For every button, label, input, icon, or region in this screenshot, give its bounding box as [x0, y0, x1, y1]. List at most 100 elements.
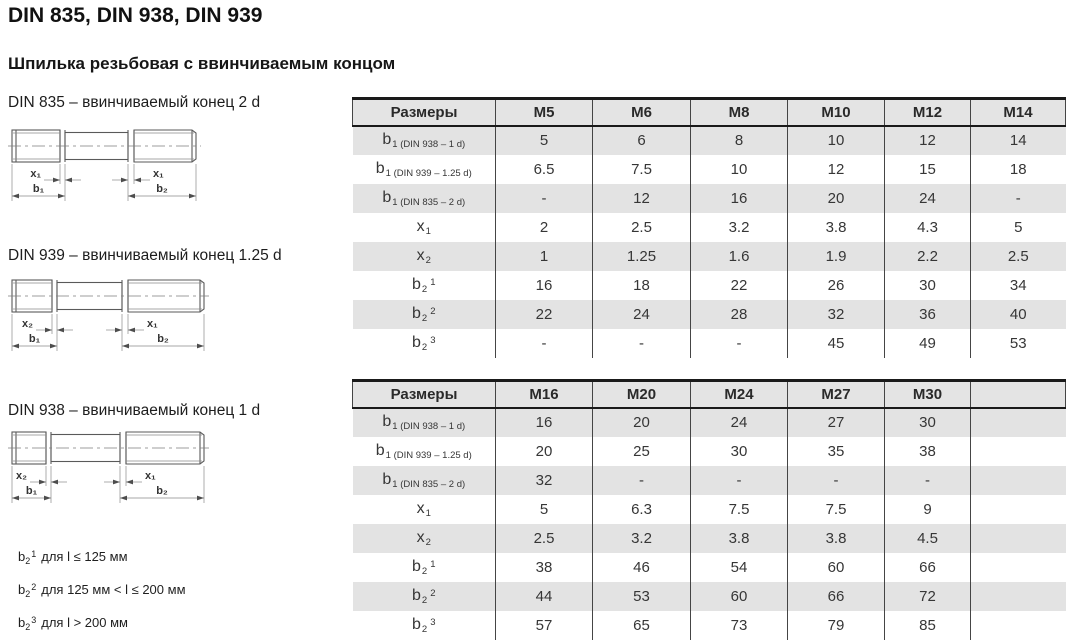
value-cell: 22 — [690, 270, 788, 300]
value-cell: - — [495, 328, 593, 358]
dimension-arrow — [50, 343, 57, 349]
table-row: b21 38 46 54 60 66 — [353, 552, 1066, 582]
value-cell: 7.5 — [787, 494, 885, 524]
header-m5: M5 — [495, 97, 593, 127]
value-cell: - — [592, 328, 691, 358]
value-cell: 16 — [690, 183, 788, 213]
row-label: b1 (DIN 939 – 1.25 d) — [375, 159, 472, 179]
value-cell: 79 — [787, 610, 885, 640]
value-cell: 20 — [592, 407, 691, 437]
table-row: b23- - -45 49 53 — [353, 328, 1066, 358]
dim-label-b2: b₂ — [156, 183, 168, 195]
table-row: x1 5 6.3 7.5 7.5 9 — [353, 494, 1066, 524]
header-m27: M27 — [787, 379, 885, 409]
value-cell: 10 — [787, 125, 885, 155]
value-cell — [970, 407, 1066, 437]
table-row: b1 (DIN 835 – 2 d) -12 16 20 24- — [352, 183, 1066, 213]
value-cell: 7.5 — [690, 494, 788, 524]
value-cell — [970, 494, 1066, 524]
dimension-arrow — [113, 479, 120, 485]
table-row: b22 22 24 28 32 36 40 — [352, 299, 1066, 329]
header-m20: M20 — [592, 379, 691, 409]
size-table-m5-m14: Размеры M5 M6 M8 M10 M12 M14 b1 (DIN 938 – 1 d)… — [352, 97, 1066, 358]
value-cell: 38 — [884, 436, 971, 466]
value-cell: 20 — [787, 183, 885, 213]
value-cell: 32 — [495, 465, 593, 495]
drawing-caption-din938: DIN 938 – ввинчиваемый конец 1 d — [8, 402, 261, 419]
row-label: b1 (DIN 938 – 1 d) — [382, 131, 466, 150]
value-cell: 85 — [884, 610, 971, 640]
value-cell: 30 — [690, 436, 788, 466]
dim-label-b2: b₂ — [157, 333, 169, 345]
row-label: b21 — [412, 275, 436, 295]
row-label: b22 — [412, 304, 436, 324]
dimension-arrow — [53, 177, 60, 183]
header-m10: M10 — [787, 97, 885, 127]
row-label: b23 — [412, 615, 436, 635]
value-cell: 5 — [495, 125, 593, 155]
value-cell: 12 — [592, 183, 691, 213]
row-label: x2 — [416, 246, 431, 266]
value-cell: 24 — [592, 299, 691, 329]
value-cell: 16 — [495, 407, 593, 437]
table-row: b23 57 65 73 79 85 — [353, 610, 1066, 640]
dimension-arrow — [39, 479, 46, 485]
value-cell: 1 — [495, 241, 593, 271]
value-cell: 72 — [884, 581, 971, 611]
value-cell: 2.5 — [592, 212, 691, 242]
row-label: x2 — [416, 528, 431, 548]
value-cell: 65 — [592, 610, 691, 640]
dimension-arrow — [115, 327, 122, 333]
value-cell: 2 — [495, 212, 593, 242]
value-cell: 1.9 — [787, 241, 885, 271]
value-cell: 18 — [592, 270, 691, 300]
value-cell: 5 — [495, 494, 593, 524]
value-cell: - — [690, 328, 788, 358]
stud-drawing-din938: x₂ x₁ b₁ b₂ — [8, 431, 209, 503]
value-cell: 26 — [787, 270, 885, 300]
value-cell: 10 — [690, 154, 788, 184]
value-cell: 27 — [787, 407, 885, 437]
header-m24: M24 — [690, 379, 788, 409]
stud-drawing-din835: x₁ x₁ b₁ b₂ — [8, 129, 201, 201]
footnote-b2-3: b23 для l > 200 мм — [18, 615, 128, 632]
value-cell: 2.5 — [970, 241, 1066, 271]
table-row: b1 (DIN 938 – 1 d) 5 6 8 10 12 14 — [352, 125, 1066, 155]
value-cell: 12 — [787, 154, 885, 184]
dimension-arrow — [122, 343, 129, 349]
row-label: b1 (DIN 939 – 1.25 d) — [375, 441, 472, 461]
value-cell: 4.3 — [884, 212, 971, 242]
row-label: b1 (DIN 835 – 2 d) — [382, 188, 466, 208]
row-label: b21 — [412, 557, 436, 577]
value-cell: - — [690, 465, 788, 495]
value-cell: 3.8 — [787, 212, 885, 242]
dimension-arrow — [197, 343, 204, 349]
value-cell — [970, 465, 1066, 495]
value-cell: 49 — [884, 328, 971, 358]
dimension-arrow — [126, 479, 133, 485]
header-m14: M14 — [970, 97, 1066, 127]
value-cell: 34 — [970, 270, 1066, 300]
dim-label-b1: b₁ — [33, 183, 45, 195]
row-label: x1 — [416, 217, 431, 237]
value-cell: 30 — [884, 270, 971, 300]
value-cell: 3.2 — [690, 212, 788, 242]
value-cell: 6.3 — [592, 494, 691, 524]
value-cell: 53 — [592, 581, 691, 611]
value-cell: 3.8 — [690, 523, 788, 553]
value-cell: 66 — [787, 581, 885, 611]
value-cell: 54 — [690, 552, 788, 582]
dimension-arrow — [65, 177, 72, 183]
dimension-arrow — [189, 193, 196, 199]
value-cell: 53 — [970, 328, 1066, 358]
header-m12: M12 — [884, 97, 971, 127]
value-cell: 6 — [592, 125, 691, 155]
table-row: x2 2.5 3.2 3.8 3.8 4.5 — [352, 523, 1066, 553]
value-cell: 2.5 — [495, 523, 593, 553]
value-cell: 3.2 — [592, 523, 691, 553]
value-cell: 57 — [495, 610, 593, 640]
table-row: b1 (DIN 938 – 1 d) 16 20 24 27 30 — [352, 407, 1066, 437]
header-empty — [970, 379, 1066, 409]
dim-label-x-left: x₁ — [30, 168, 41, 180]
value-cell: 4.5 — [884, 523, 971, 553]
